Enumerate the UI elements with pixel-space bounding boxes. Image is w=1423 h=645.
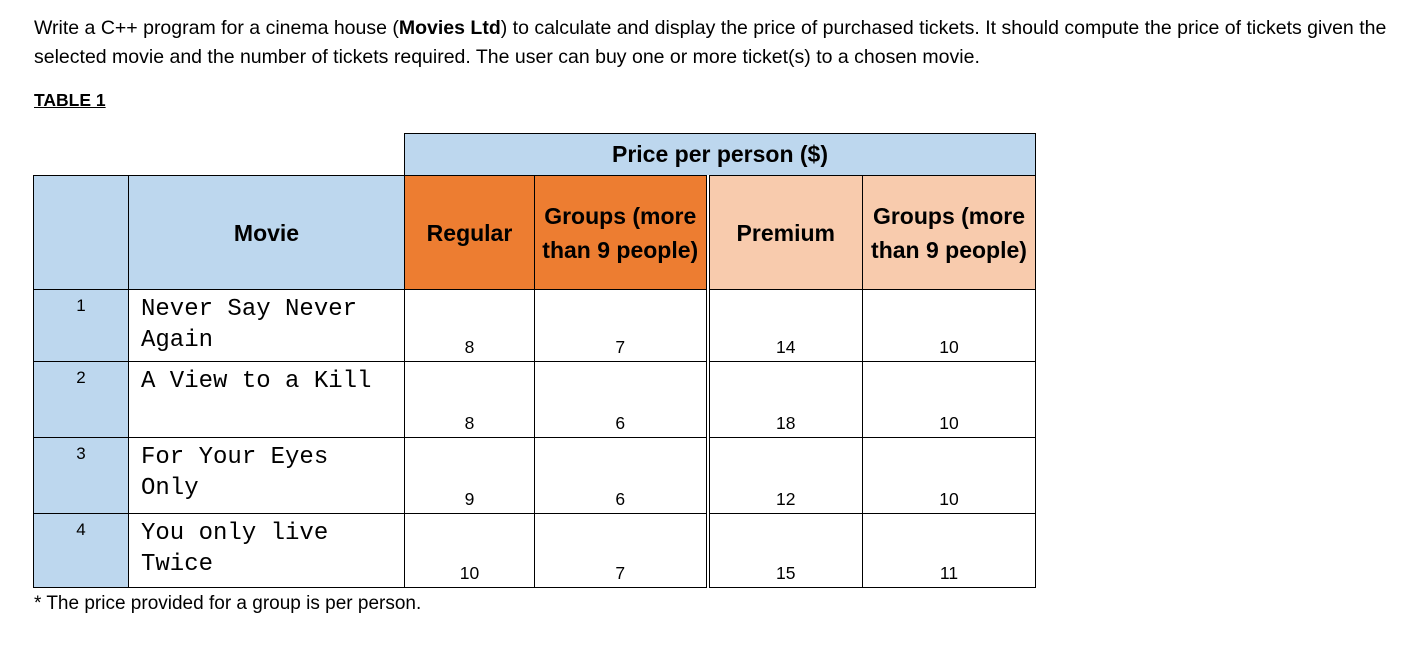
price-per-person-header: Price per person ($) — [404, 133, 1036, 176]
regular-price: 8 — [404, 289, 535, 362]
regular-groups-column-header: Groups (more than 9 people) — [534, 175, 708, 290]
premium-groups-price: 11 — [862, 513, 1036, 588]
premium-groups-column-header: Groups (more than 9 people) — [862, 175, 1036, 290]
row-index: 3 — [33, 437, 129, 514]
regular-groups-price: 7 — [534, 289, 708, 362]
movie-title: For Your Eyes Only — [128, 437, 405, 514]
row-index: 2 — [33, 361, 129, 438]
intro-text-start: Write a C++ program for a cinema house ( — [34, 17, 399, 39]
row-index: 4 — [33, 513, 129, 588]
premium-column-header: Premium — [705, 175, 863, 290]
column-header-row: Movie Regular Groups (more than 9 people… — [33, 175, 1036, 290]
table-caption: TABLE 1 — [34, 90, 106, 110]
premium-price: 12 — [705, 437, 863, 514]
premium-groups-price: 10 — [862, 361, 1036, 438]
regular-groups-price: 7 — [534, 513, 708, 588]
regular-price: 10 — [404, 513, 535, 588]
premium-price: 15 — [705, 513, 863, 588]
intro-paragraph: Write a C++ program for a cinema house (… — [34, 14, 1404, 72]
regular-groups-price: 6 — [534, 437, 708, 514]
movie-title: You only live Twice — [128, 513, 405, 588]
regular-price: 9 — [404, 437, 535, 514]
regular-price: 8 — [404, 361, 535, 438]
header-blank — [33, 133, 405, 176]
regular-groups-price: 6 — [534, 361, 708, 438]
intro-text-end: ) to calculate and display the price of … — [34, 17, 1387, 68]
index-header — [33, 175, 129, 290]
premium-price: 18 — [705, 361, 863, 438]
movie-title: Never Say Never Again — [128, 289, 405, 362]
table-row: 3 For Your Eyes Only 9 6 12 10 — [33, 437, 1036, 514]
movie-title: A View to a Kill — [128, 361, 405, 438]
row-index: 1 — [33, 289, 129, 362]
premium-price: 14 — [705, 289, 863, 362]
price-header-row: Price per person ($) — [33, 133, 1036, 176]
table-row: 4 You only live Twice 10 7 15 11 — [33, 513, 1036, 588]
table-row: 1 Never Say Never Again 8 7 14 10 — [33, 289, 1036, 362]
movie-column-header: Movie — [128, 175, 405, 290]
premium-groups-price: 10 — [862, 437, 1036, 514]
price-table: Price per person ($) Movie Regular Group… — [33, 133, 1036, 588]
table-row: 2 A View to a Kill 8 6 18 10 — [33, 361, 1036, 438]
regular-column-header: Regular — [404, 175, 535, 290]
footnote: * The price provided for a group is per … — [34, 593, 422, 614]
premium-groups-price: 10 — [862, 289, 1036, 362]
company-name: Movies Ltd — [398, 17, 501, 39]
